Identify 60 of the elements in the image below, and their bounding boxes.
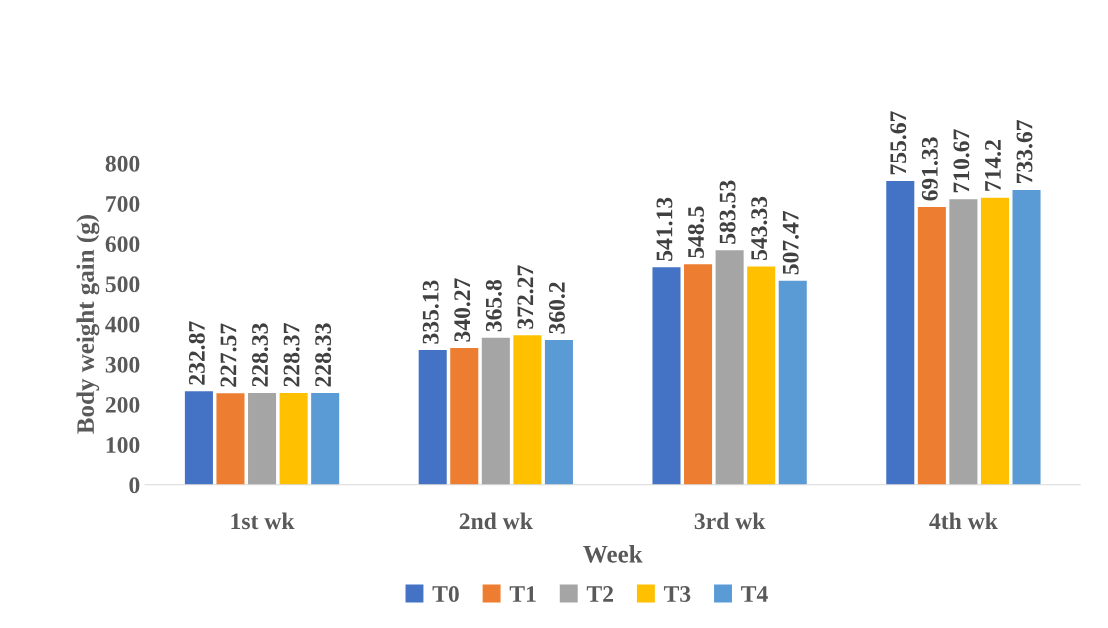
y-tick-label: 800 [105,155,140,172]
bar [450,348,479,485]
bar [513,335,542,485]
bar [652,267,681,485]
bar [886,181,915,485]
legend-label: T3 [663,586,691,602]
data-label: 733.67 [1016,120,1033,184]
data-label: 335.13 [422,280,439,344]
bar [747,266,776,485]
bar [248,393,277,485]
data-label: 232.87 [188,321,205,385]
x-axis-title: Week [583,545,643,563]
data-label: 543.33 [751,196,768,260]
data-label: 228.33 [252,323,269,387]
bar [311,393,340,485]
bar [216,393,245,485]
y-tick-label: 600 [105,236,140,253]
y-tick-label: 200 [105,396,140,413]
data-label: 541.13 [656,197,673,261]
data-label: 714.2 [985,140,1001,191]
data-label: 372.27 [517,265,534,329]
data-label: 360.2 [548,282,565,334]
bar [418,350,447,485]
data-label: 340.27 [454,278,471,342]
y-tick-label: 700 [106,195,140,212]
bar [1012,189,1041,485]
bar [778,280,807,485]
data-label: 755.67 [890,111,907,175]
x-tick-label: 1st wk [231,512,295,530]
y-tick-label: 500 [105,276,140,293]
legend-label: T1 [509,586,536,602]
y-tick-label: 400 [105,316,140,333]
bar [684,264,713,485]
bar [980,197,1009,485]
legend-label: T0 [432,586,459,602]
bar [917,206,946,485]
x-tick-label: 2nd wk [459,512,533,530]
x-tick-label: 4th wk [929,512,998,530]
bar [481,337,510,485]
data-label: 365.8 [485,279,502,332]
data-label: 710.67 [953,129,970,193]
bar [715,250,744,485]
x-tick-label: 3rd wk [694,512,766,530]
data-label: 691.33 [921,137,938,201]
bar [949,199,978,485]
data-label: 228.37 [283,323,300,387]
bar [544,340,573,485]
y-tick-label: 100 [106,437,140,454]
data-label: 583.53 [719,180,736,244]
data-label: 227.57 [220,323,237,387]
legend-label: T2 [586,586,613,602]
y-axis-title: Body weight gain (g) [76,215,100,434]
bar [279,393,308,485]
y-tick-label: 300 [105,356,140,373]
data-label: 228.33 [315,323,332,387]
y-tick-label: 0 [129,477,140,494]
legend-label: T4 [741,586,768,602]
data-label: 548.5 [688,206,705,258]
data-label: 507.47 [782,210,799,275]
bar [184,391,213,485]
